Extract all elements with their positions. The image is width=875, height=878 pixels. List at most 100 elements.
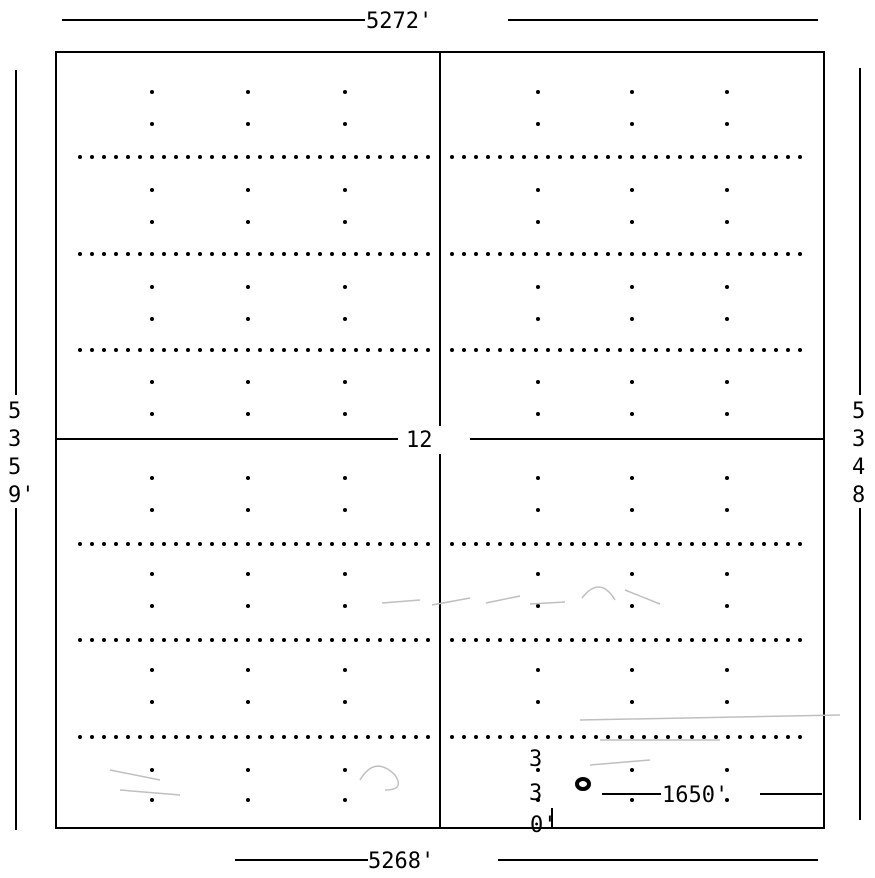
grid-dot — [536, 768, 540, 772]
faint-background-marks — [109, 586, 841, 796]
grid-dot — [186, 542, 190, 546]
grid-dot — [390, 252, 394, 256]
grid-dot — [536, 285, 540, 289]
grid-dot — [402, 735, 406, 739]
grid-dot — [270, 252, 274, 256]
grid-dot — [558, 155, 562, 159]
grid-dot — [630, 768, 634, 772]
grid-dot — [534, 638, 538, 642]
grid-dot — [725, 317, 729, 321]
grid-dot — [246, 122, 250, 126]
grid-dot — [330, 252, 334, 256]
grid-dot — [714, 348, 718, 352]
grid-dot — [162, 252, 166, 256]
grid-dot — [126, 348, 130, 352]
well-offset-south-char-1: 3 — [529, 747, 542, 772]
grid-dot — [342, 348, 346, 352]
grid-dot — [486, 735, 490, 739]
grid-dot — [738, 638, 742, 642]
grid-dot — [774, 542, 778, 546]
grid-dot — [536, 476, 540, 480]
right-dimension-char-2: 3 — [852, 427, 865, 452]
grid-dot — [654, 155, 658, 159]
grid-dot — [702, 542, 706, 546]
grid-dot — [150, 638, 154, 642]
grid-dot — [558, 638, 562, 642]
grid-dot — [138, 155, 142, 159]
grid-dot — [378, 638, 382, 642]
grid-dot — [654, 348, 658, 352]
grid-dot — [150, 220, 154, 224]
grid-dot — [306, 542, 310, 546]
grid-dot — [570, 155, 574, 159]
grid-dot — [486, 542, 490, 546]
grid-dot — [126, 638, 130, 642]
grid-dot — [798, 348, 802, 352]
grid-dot — [114, 348, 118, 352]
grid-dot — [546, 252, 550, 256]
grid-dot — [378, 735, 382, 739]
grid-dot — [536, 798, 540, 802]
grid-dot — [474, 735, 478, 739]
grid-dot — [702, 252, 706, 256]
grid-dot — [366, 638, 370, 642]
grid-dot — [342, 735, 346, 739]
grid-dot — [90, 638, 94, 642]
grid-dot — [582, 155, 586, 159]
grid-dot — [462, 542, 466, 546]
grid-dot — [414, 252, 418, 256]
right-dimension-char-4: 8 — [852, 483, 865, 508]
grid-dot — [222, 155, 226, 159]
grid-dot — [306, 155, 310, 159]
grid-dot — [486, 638, 490, 642]
grid-dot — [594, 542, 598, 546]
grid-dot — [354, 542, 358, 546]
grid-dot — [114, 638, 118, 642]
grid-dot — [522, 542, 526, 546]
grid-dot — [666, 542, 670, 546]
grid-dot — [330, 155, 334, 159]
grid-dot — [174, 155, 178, 159]
grid-dot — [294, 735, 298, 739]
grid-dot — [318, 348, 322, 352]
grid-dot — [126, 252, 130, 256]
grid-dot — [150, 317, 154, 321]
grid-dot — [630, 604, 634, 608]
grid-dot — [354, 252, 358, 256]
grid-dot — [234, 155, 238, 159]
grid-dot — [594, 638, 598, 642]
grid-dot — [726, 735, 730, 739]
grid-dot — [678, 638, 682, 642]
well-location-marker — [575, 777, 591, 791]
grid-dot — [536, 508, 540, 512]
grid-dot — [102, 348, 106, 352]
grid-dot — [725, 668, 729, 672]
grid-dot — [606, 735, 610, 739]
grid-dot — [630, 412, 634, 416]
grid-dot — [246, 220, 250, 224]
grid-dot — [474, 155, 478, 159]
grid-dot — [294, 155, 298, 159]
grid-dot — [798, 542, 802, 546]
grid-dot — [725, 572, 729, 576]
grid-dot — [234, 252, 238, 256]
left-dimension-char-3: 5 — [8, 455, 21, 480]
grid-dot — [642, 155, 646, 159]
grid-dot — [714, 252, 718, 256]
grid-dot — [570, 252, 574, 256]
grid-dot — [390, 735, 394, 739]
grid-dot — [536, 90, 540, 94]
grid-dot — [270, 638, 274, 642]
grid-dot — [270, 348, 274, 352]
grid-dot — [510, 542, 514, 546]
grid-dot — [630, 155, 634, 159]
grid-dot — [630, 348, 634, 352]
bottom-dimension-label: 5268' — [368, 849, 434, 874]
grid-dot — [725, 476, 729, 480]
grid-dot — [343, 317, 347, 321]
grid-dot — [630, 668, 634, 672]
grid-dot — [330, 638, 334, 642]
grid-dot — [510, 348, 514, 352]
grid-dot — [378, 252, 382, 256]
grid-dot — [162, 735, 166, 739]
